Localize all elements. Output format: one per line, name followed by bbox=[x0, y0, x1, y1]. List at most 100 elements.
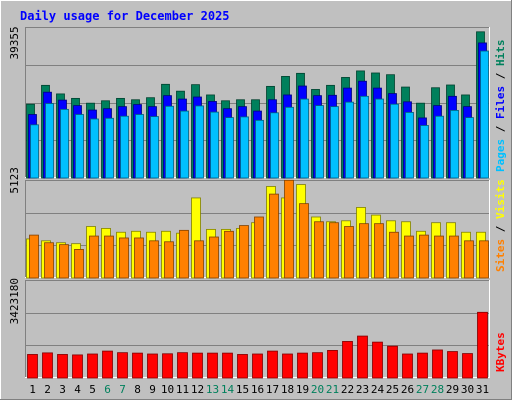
bar bbox=[449, 235, 459, 279]
bar bbox=[87, 353, 98, 379]
chart-title: Daily usage for December 2025 bbox=[20, 9, 230, 23]
bar bbox=[315, 105, 324, 179]
bar-fill bbox=[315, 105, 324, 179]
bar-fill bbox=[147, 353, 158, 379]
x-tick-label: 12 bbox=[191, 383, 204, 396]
bar-fill bbox=[90, 118, 99, 179]
bar-fill bbox=[132, 352, 143, 379]
bar bbox=[420, 125, 429, 179]
bar bbox=[480, 50, 489, 179]
bar bbox=[210, 111, 219, 179]
bar bbox=[360, 95, 369, 179]
gridlines bbox=[26, 313, 489, 346]
bar bbox=[45, 103, 54, 179]
x-tick-label: 21 bbox=[326, 383, 339, 396]
bar-fill bbox=[344, 226, 354, 279]
bar-fill bbox=[345, 101, 354, 179]
bar-fill bbox=[29, 234, 39, 279]
bar-fill bbox=[210, 111, 219, 179]
bar-fill bbox=[464, 240, 474, 279]
bar-fill bbox=[45, 103, 54, 179]
bar bbox=[165, 105, 174, 179]
bar-fill bbox=[27, 354, 38, 379]
bar-fill bbox=[195, 105, 204, 179]
bar-fill bbox=[255, 119, 264, 179]
bar-fill bbox=[282, 353, 293, 379]
bar bbox=[432, 349, 443, 379]
bar-fill bbox=[462, 353, 473, 379]
legend: KBytes bbox=[494, 332, 507, 372]
bar bbox=[344, 226, 354, 279]
bar bbox=[404, 235, 414, 279]
x-tick-label: 14 bbox=[221, 383, 235, 396]
bar-fill bbox=[117, 352, 128, 379]
x-tick-label: 20 bbox=[311, 383, 324, 396]
bar bbox=[357, 335, 368, 379]
legend-entry-kbytes: KBytes bbox=[494, 332, 507, 372]
bar-fill bbox=[372, 341, 383, 379]
bar bbox=[42, 352, 53, 379]
bar bbox=[57, 354, 68, 379]
y-tick-label: 3423180 bbox=[8, 278, 21, 324]
bar-fill bbox=[314, 221, 324, 279]
legend-text: Pages / Files / Hits bbox=[494, 40, 507, 173]
bars bbox=[26, 179, 489, 279]
x-tick-label: 30 bbox=[461, 383, 474, 396]
bar-fill bbox=[252, 353, 263, 379]
bar-fill bbox=[120, 115, 129, 179]
bar bbox=[149, 240, 159, 279]
bar bbox=[105, 117, 114, 179]
bar bbox=[164, 241, 174, 279]
bar bbox=[177, 352, 188, 379]
bar bbox=[267, 350, 278, 379]
bars bbox=[27, 311, 488, 379]
bar-fill bbox=[390, 103, 399, 179]
bar-fill bbox=[360, 95, 369, 179]
legend-separator: / bbox=[494, 119, 507, 139]
bar bbox=[299, 203, 309, 279]
bar bbox=[134, 237, 144, 279]
x-tick-label: 18 bbox=[281, 383, 294, 396]
bar bbox=[150, 116, 159, 179]
bar bbox=[329, 222, 339, 279]
bar bbox=[237, 354, 248, 379]
bar-fill bbox=[389, 231, 399, 279]
panel-pages-files-hits: 39355 Pages / Files / Hits bbox=[8, 26, 507, 179]
series-sites bbox=[29, 179, 489, 279]
legend: Sites / Visits bbox=[494, 179, 507, 272]
bar-fill bbox=[267, 350, 278, 379]
x-axis-day-labels: 1 2 3 4 5 6 7 8 9 10 11 12 13 14 15 16 17 18 19 20 21 22 23 24 2… bbox=[29, 383, 489, 396]
legend-separator: / bbox=[494, 66, 507, 86]
legend-entry-hits: Hits bbox=[494, 40, 507, 67]
bar-fill bbox=[419, 234, 429, 279]
bar-fill bbox=[87, 353, 98, 379]
x-tick-label: 9 bbox=[149, 383, 156, 396]
bar-fill bbox=[299, 203, 309, 279]
bar-fill bbox=[312, 352, 323, 379]
bar bbox=[389, 231, 399, 279]
bar-fill bbox=[134, 237, 144, 279]
x-tick-label: 8 bbox=[134, 383, 141, 396]
bar bbox=[255, 119, 264, 179]
legend: Pages / Files / Hits bbox=[494, 40, 507, 173]
bar-fill bbox=[105, 117, 114, 179]
bar bbox=[284, 179, 294, 279]
bar bbox=[282, 353, 293, 379]
bar bbox=[27, 354, 38, 379]
x-tick-label: 5 bbox=[89, 383, 96, 396]
bar-fill bbox=[479, 240, 489, 279]
bar-fill bbox=[194, 240, 204, 279]
bar bbox=[222, 352, 233, 379]
bar-fill bbox=[164, 241, 174, 279]
x-tick-label: 16 bbox=[251, 383, 264, 396]
bar bbox=[194, 240, 204, 279]
bar-fill bbox=[269, 193, 279, 279]
bar-fill bbox=[240, 116, 249, 179]
x-tick-label: 27 bbox=[416, 383, 429, 396]
bar-fill bbox=[42, 352, 53, 379]
bar bbox=[447, 351, 458, 379]
x-tick-label: 4 bbox=[74, 383, 81, 396]
x-tick-label: 10 bbox=[161, 383, 174, 396]
bar-fill bbox=[374, 223, 384, 279]
bar bbox=[180, 110, 189, 179]
